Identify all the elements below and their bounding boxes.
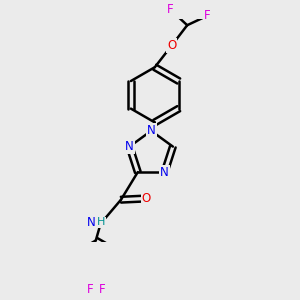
- Text: F: F: [167, 3, 174, 16]
- Text: N: N: [147, 124, 156, 137]
- Text: N: N: [125, 140, 134, 153]
- Text: N: N: [160, 166, 169, 178]
- Text: O: O: [142, 192, 151, 205]
- Text: F: F: [204, 9, 211, 22]
- Text: O: O: [167, 39, 176, 52]
- Text: F: F: [98, 283, 105, 296]
- Text: F: F: [87, 283, 93, 296]
- Text: N: N: [87, 216, 96, 229]
- Text: H: H: [96, 218, 105, 227]
